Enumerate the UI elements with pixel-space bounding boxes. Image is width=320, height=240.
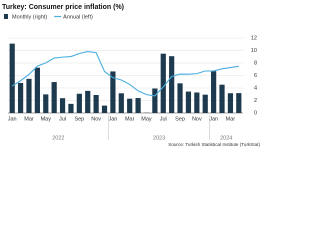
bar xyxy=(127,98,133,113)
bar xyxy=(227,93,234,113)
y2-tick-label: 10 xyxy=(251,48,257,54)
bar xyxy=(194,92,200,113)
bar xyxy=(118,93,124,113)
bar xyxy=(185,91,192,113)
bar xyxy=(202,94,208,113)
legend-label: Monthly (right) xyxy=(12,14,47,20)
bar xyxy=(34,67,40,113)
y2-tick-label: 12 xyxy=(251,35,257,41)
x-tick-label: Jan xyxy=(8,116,17,122)
x-tick-label: Nov xyxy=(91,116,101,122)
bar xyxy=(177,83,183,113)
bar xyxy=(17,82,24,113)
source: Source: Turkish Statistical Institute (T… xyxy=(168,142,260,147)
bar xyxy=(160,53,166,113)
bar xyxy=(59,98,66,113)
chart-title: Turkey: Consumer price inflation (%) xyxy=(2,4,124,11)
x-tick-label: May xyxy=(141,116,152,122)
y2-tick-label: 2 xyxy=(254,98,257,104)
x-tick-label: Sep xyxy=(175,116,185,122)
y2-tick-label: 8 xyxy=(254,60,257,66)
bar xyxy=(219,84,225,113)
year-label: 2024 xyxy=(220,135,232,141)
legend-label: Annual (left) xyxy=(63,14,93,20)
bar xyxy=(93,95,99,113)
y2-tick-label: 0 xyxy=(254,110,257,116)
x-tick-label: Jul xyxy=(59,116,66,122)
bar xyxy=(110,71,116,113)
x-tick-label: Jul xyxy=(160,116,167,122)
x-tick-label: Nov xyxy=(192,116,202,122)
x-tick-label: May xyxy=(41,116,52,122)
bar xyxy=(43,94,49,113)
bar xyxy=(169,56,175,113)
legend-swatch xyxy=(4,14,8,19)
bar xyxy=(26,78,32,113)
x-tick-label: Jan xyxy=(209,116,218,122)
bar xyxy=(152,88,158,113)
x-tick-label: Jan xyxy=(108,116,117,122)
bar xyxy=(51,82,57,113)
line xyxy=(11,51,239,97)
bar xyxy=(9,43,15,113)
x-tick-label: Mar xyxy=(125,116,135,122)
bar xyxy=(135,98,141,113)
bar xyxy=(68,103,74,113)
x-tick-label: Mar xyxy=(226,116,236,122)
year-label: 2022 xyxy=(52,135,64,141)
y2-tick-label: 6 xyxy=(254,73,257,79)
x-tick-label: Mar xyxy=(24,116,34,122)
y2-tick-label: 4 xyxy=(254,85,257,91)
chart: Turkey: Consumer price inflation (%) Sou… xyxy=(2,4,260,147)
bar xyxy=(85,90,91,113)
bar xyxy=(236,93,242,113)
year-label: 2023 xyxy=(153,135,165,141)
bar xyxy=(101,105,108,113)
bar xyxy=(211,71,217,113)
x-tick-label: Sep xyxy=(74,116,84,122)
bar xyxy=(76,93,82,113)
